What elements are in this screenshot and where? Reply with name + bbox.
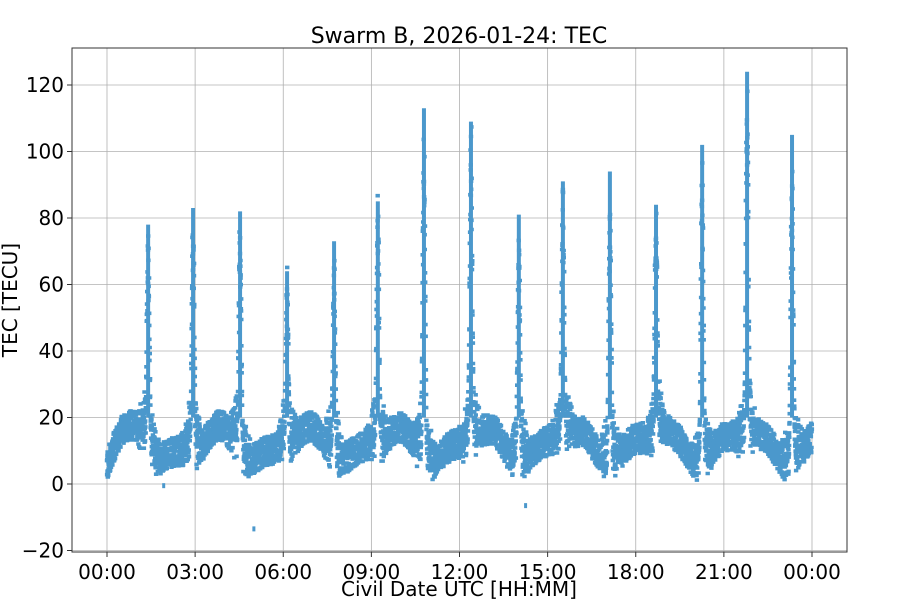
x-tick-label: 06:00 <box>254 560 312 584</box>
y-tick-label: 100 <box>26 140 64 164</box>
x-tick-label: 21:00 <box>695 560 753 584</box>
x-tick-label: 03:00 <box>166 560 224 584</box>
y-tick-label: 0 <box>51 472 64 496</box>
y-tick-label: 60 <box>39 273 64 297</box>
x-tick-label: 09:00 <box>343 560 401 584</box>
y-tick-label: 120 <box>26 73 64 97</box>
x-tick-label: 15:00 <box>519 560 577 584</box>
x-axis-ticks: 00:00 03:00 06:00 09:00 12:00 15:00 18:00 21:00… <box>78 552 841 584</box>
y-tick-label: −20 <box>22 539 64 563</box>
y-tick-label: 20 <box>39 406 64 430</box>
grid-lines <box>72 48 847 552</box>
y-tick-label: 40 <box>39 339 64 363</box>
y-axis-ticks: −20 0 20 40 60 80 100 120 <box>22 73 72 563</box>
chart-title: Swarm B, 2026-01-24: TEC <box>311 24 608 49</box>
x-axis-label: Civil Date UTC [HH:MM] <box>341 577 577 600</box>
x-tick-label: 18:00 <box>607 560 665 584</box>
y-tick-label: 80 <box>39 206 64 230</box>
x-tick-label: 00:00 <box>783 560 841 584</box>
data-points <box>104 71 815 532</box>
x-tick-label: 12:00 <box>431 560 489 584</box>
y-axis-label: TEC [TECU] <box>0 243 22 358</box>
x-tick-label: 00:00 <box>78 560 136 584</box>
